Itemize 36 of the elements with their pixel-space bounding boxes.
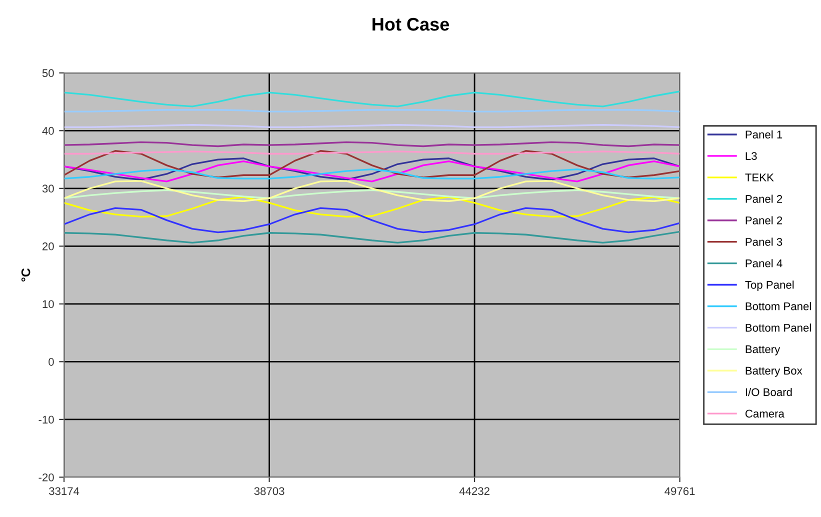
legend-label: Panel 3 [746,238,782,246]
legend-label: Battery [746,345,780,356]
line-series [64,168,680,180]
legend-label: Panel 4 [746,259,782,268]
x-tick-label: 49761 [664,487,695,496]
y-axis-title: °C [21,268,30,282]
y-tick-label: 10 [42,300,54,308]
y-tick-label: 30 [42,184,54,193]
legend-label: Panel 2 [746,216,782,224]
legend-label: TEKK [745,174,774,182]
y-tick-label: -20 [38,473,54,482]
legend-label: Panel 2 [746,194,782,203]
line-series [64,230,680,244]
line-series [64,207,680,234]
legend-label: Battery Box [746,366,802,377]
y-tick-label: 50 [42,69,54,78]
legend-label: Bottom Panel [746,324,811,332]
x-tick-label: 38703 [254,487,284,496]
line-series [64,189,680,200]
x-tick-label: 33174 [49,487,80,496]
y-tick-label: -10 [38,416,54,424]
legend-label: I/O Board [746,388,792,396]
line-series [64,180,680,202]
legend-label: Bottom Panel [746,302,811,310]
y-tick-label: 0 [48,358,54,366]
line-series [64,150,680,178]
legend-label: Top Panel [745,280,794,291]
line-series [64,90,680,108]
line-series [64,196,680,218]
y-tick-label: 40 [42,126,54,135]
x-tick-label: 44232 [459,487,490,496]
legend-label: Panel 1 [746,130,782,138]
y-tick-label: 20 [42,242,54,250]
chart-title: Hot Case [372,18,450,31]
legend-label: Camera [745,410,784,418]
legend-label: L3 [746,152,757,160]
